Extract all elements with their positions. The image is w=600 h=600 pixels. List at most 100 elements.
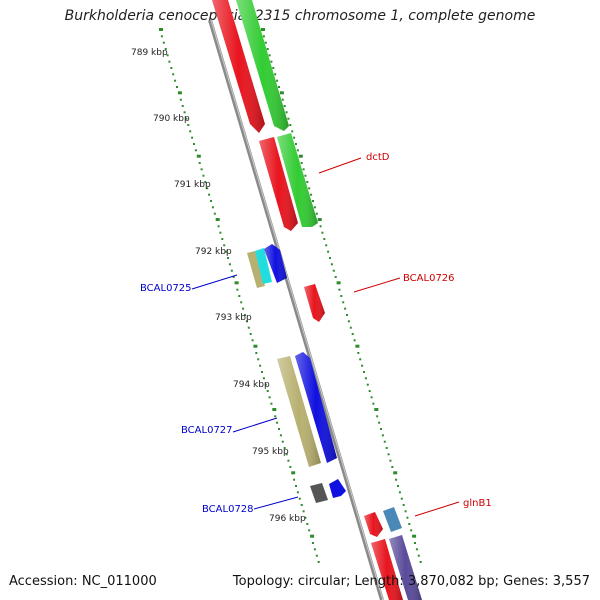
scale-tick-minor [223, 244, 226, 247]
scale-tick-minor [198, 162, 201, 164]
gene-features[interactable] [212, 0, 422, 600]
scale-tick-major [298, 154, 303, 158]
scale-label: 796 kbp [269, 514, 306, 524]
scale-tick-minor [408, 523, 411, 525]
scale-tick-minor [257, 358, 260, 361]
scale-tick-minor [187, 124, 190, 126]
scale-tick-minor [221, 238, 224, 240]
scale-tick-minor [359, 358, 362, 361]
scale-tick-minor [406, 516, 409, 519]
scale-tick-minor [281, 98, 284, 101]
scale-tick-minor [219, 231, 222, 234]
scale-tick-minor [225, 250, 228, 253]
scale-tick-minor [329, 257, 331, 259]
map-title: Burkholderia cenocepacia J2315 chromosom… [64, 8, 536, 24]
gene-label-glnb1[interactable]: glnB1 [463, 498, 492, 509]
gene-cyan-small[interactable] [255, 248, 272, 284]
scale-tick-minor [166, 54, 169, 57]
scale-label: 793 kbp [215, 313, 252, 323]
scale-tick-minor [383, 440, 386, 443]
scale-tick-minor [266, 390, 269, 392]
scale-tick-minor [232, 276, 235, 278]
scale-tick-minor [317, 561, 320, 563]
scale-tick-major [177, 91, 182, 95]
scale-tick-minor [183, 111, 186, 114]
scale-tick-minor [204, 181, 207, 183]
scale-tick-minor [287, 459, 290, 462]
scale-label: 795 kbp [252, 447, 289, 457]
scale-tick-minor [274, 415, 277, 418]
gene-label-dctd[interactable]: dctD [366, 152, 390, 163]
scale-tick-minor [296, 491, 299, 494]
scale-tick-major [291, 471, 296, 475]
scale-tick-minor [289, 466, 292, 468]
scale-tick-minor [400, 497, 403, 500]
scale-tick-minor [346, 314, 348, 316]
scale-tick-minor [249, 333, 252, 335]
scale-tick-minor [312, 200, 314, 202]
scale-tick-major [196, 154, 201, 158]
scale-tick-minor [230, 269, 233, 272]
scale-tick-minor [262, 35, 265, 38]
scale-tick-minor [202, 174, 205, 177]
scale-tick-major [336, 281, 341, 285]
scale-tick-minor [278, 86, 280, 88]
gene-label-bcal0728[interactable]: BCAL0728 [202, 504, 254, 515]
scale-labels: 789 kbp 790 kbp 791 kbp 792 kbp 793 kbp … [131, 48, 306, 524]
gene-blue-tiny[interactable] [329, 479, 346, 498]
scale-tick-minor [283, 105, 286, 107]
scale-tick-minor [372, 402, 375, 405]
scale-tick-minor [302, 168, 305, 171]
scale-tick-minor [210, 200, 212, 202]
scale-tick-minor [306, 181, 309, 183]
scale-tick-minor [304, 516, 307, 519]
scale-tick-minor [189, 130, 192, 133]
gene-khaki-small[interactable] [247, 251, 265, 288]
scale-tick-minor [298, 497, 301, 500]
scale-tick-minor [217, 225, 220, 228]
scale-tick-minor [262, 377, 265, 380]
scale-tick-minor [242, 307, 245, 310]
scale-tick-minor [385, 447, 388, 449]
scale-tick-major [317, 218, 322, 221]
gene-label-bcal0727[interactable]: BCAL0727 [181, 425, 233, 436]
scale-tick-minor [268, 396, 271, 399]
scale-tick-minor [402, 504, 405, 506]
scale-tick-minor [323, 238, 326, 240]
scale-tick-minor [344, 307, 347, 310]
gene-label-bcal0725[interactable]: BCAL0725 [140, 283, 192, 294]
scale-tick-minor [238, 295, 241, 297]
scale-tick-minor [227, 257, 229, 259]
scale-tick-minor [285, 453, 288, 456]
scale-tick-minor [264, 383, 267, 386]
scale-tick-minor [302, 510, 305, 513]
gene-steelblue[interactable] [383, 507, 402, 532]
gene-label-bcal0726[interactable]: BCAL0726 [403, 273, 455, 284]
scale-label: 792 kbp [195, 247, 232, 257]
scale-tick-major [215, 218, 220, 221]
scale-tick-minor [170, 67, 173, 69]
scale-tick-minor [378, 421, 381, 424]
gene-shade [277, 356, 321, 467]
scale-tick-minor [342, 301, 345, 304]
scale-tick-minor [211, 206, 214, 209]
scale-tick-minor [338, 288, 341, 291]
gene-gray-small[interactable] [310, 483, 328, 503]
gene-shade [389, 535, 422, 600]
gene-shade [371, 539, 403, 600]
scale-tick-minor [381, 434, 384, 437]
scale-tick-minor [313, 206, 316, 209]
scale-label: 791 kbp [174, 180, 211, 190]
scale-tick-minor [332, 269, 335, 272]
scale-tick-minor [363, 371, 365, 373]
scale-tick-minor [168, 60, 171, 63]
scale-tick-minor [340, 295, 343, 297]
scale-tick-minor [283, 447, 286, 449]
scale-tick-minor [181, 105, 184, 107]
gene-shade [236, 0, 289, 131]
gene-shade [295, 352, 337, 463]
scale-tick-minor [321, 231, 324, 234]
scale-tick-minor [293, 478, 296, 481]
